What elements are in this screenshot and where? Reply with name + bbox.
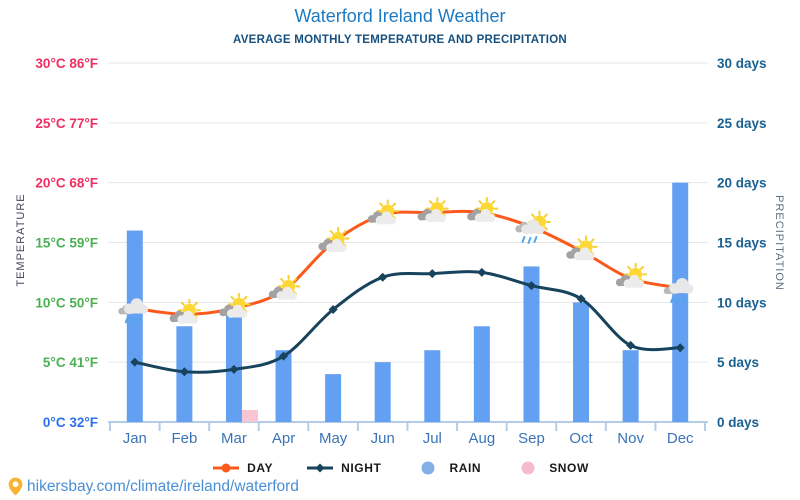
temp-tick-label-10: 10°C 50°F	[35, 295, 98, 310]
sun-behind-cloud-icon-feb	[169, 298, 201, 324]
month-label-may: May	[319, 430, 348, 447]
month-label-jun: Jun	[371, 430, 395, 447]
snow-marker-icon	[521, 461, 535, 475]
month-label-apr: Apr	[272, 430, 295, 447]
sun-behind-cloud-icon-oct	[566, 235, 598, 261]
location-pin-icon	[8, 477, 23, 496]
night-point-apr	[279, 351, 289, 361]
chart-legend: DAY NIGHT RAIN SNOW	[0, 461, 800, 475]
night-point-sep	[526, 281, 536, 291]
night-point-dec	[675, 343, 685, 353]
month-label-nov: Nov	[617, 430, 644, 447]
legend-label-snow: SNOW	[549, 461, 589, 475]
precip-tick-label-30: 30 days	[717, 56, 767, 71]
month-label-mar: Mar	[221, 430, 247, 447]
rain-bar-jun	[374, 362, 391, 422]
rain-bar-jul	[424, 350, 441, 422]
rain-bar-nov	[622, 350, 639, 422]
day-temperature-line	[133, 209, 682, 316]
rain-marker-icon	[421, 461, 435, 475]
night-point-nov	[626, 340, 636, 350]
temp-tick-label-5: 5°C 41°F	[43, 355, 98, 370]
precip-tick-label-15: 15 days	[717, 236, 767, 251]
legend-label-night: NIGHT	[341, 461, 382, 475]
legend-item-day: DAY	[211, 461, 273, 475]
night-temperature-line	[133, 270, 682, 374]
precip-tick-label-0: 0 days	[717, 415, 759, 430]
month-label-jul: Jul	[423, 430, 442, 447]
temp-tick-label-0: 0°C 32°F	[43, 415, 98, 430]
legend-item-night: NIGHT	[305, 461, 381, 475]
night-point-feb	[179, 367, 189, 377]
sun-behind-cloud-icon-mar	[219, 292, 251, 318]
temp-tick-label-20: 20°C 68°F	[35, 176, 98, 191]
sun-behind-cloud-icon-jun	[367, 199, 400, 225]
sun-behind-cloud-icon-nov	[615, 262, 648, 288]
footer: hikersbay.com/climate/ireland/waterford	[8, 477, 299, 496]
month-label-sep: Sep	[518, 430, 545, 447]
night-point-jul	[427, 269, 437, 279]
night-point-aug	[477, 267, 487, 277]
rain-bar-jan	[126, 230, 143, 422]
temp-tick-label-30: 30°C 86°F	[35, 56, 98, 71]
night-point-jan	[130, 357, 140, 367]
night-point-mar	[229, 364, 239, 374]
chart-title: Waterford Ireland Weather	[294, 6, 506, 26]
footer-url-link[interactable]: hikersbay.com/climate/ireland/waterford	[27, 477, 299, 495]
month-label-dec: Dec	[667, 430, 694, 447]
rain-cloud-icon-jan	[118, 298, 149, 325]
legend-item-rain: RAIN	[413, 461, 481, 475]
month-label-aug: Aug	[469, 430, 496, 447]
sun-behind-cloud-icon-jul	[417, 197, 449, 223]
legend-label-day: DAY	[247, 461, 274, 475]
precip-tick-label-25: 25 days	[717, 116, 767, 131]
month-label-oct: Oct	[569, 430, 593, 447]
chart-subtitle: AVERAGE MONTHLY TEMPERATURE AND PRECIPIT…	[233, 34, 567, 46]
night-point-may	[328, 305, 338, 315]
sun-behind-cloud-icon-aug	[467, 197, 499, 223]
rain-bar-dec	[672, 182, 689, 422]
rain-bar-apr	[275, 350, 292, 422]
month-label-jan: Jan	[123, 430, 147, 447]
month-label-feb: Feb	[171, 430, 197, 447]
snow-bar-mar	[241, 410, 258, 422]
day-marker-icon	[213, 463, 240, 473]
rain-bar-aug	[473, 326, 490, 422]
night-point-oct	[576, 294, 586, 304]
rain-bar-may	[325, 374, 342, 422]
legend-label-rain: RAIN	[449, 461, 482, 475]
rain-with-sun-icon-sep	[515, 210, 551, 244]
legend-item-snow: SNOW	[513, 461, 589, 475]
sun-behind-cloud-icon-may	[318, 227, 350, 253]
night-marker-icon	[307, 463, 334, 473]
temp-tick-label-25: 25°C 77°F	[35, 116, 98, 131]
precip-tick-label-20: 20 days	[717, 176, 767, 191]
sun-behind-cloud-icon-apr	[268, 274, 301, 300]
night-point-jun	[378, 272, 388, 282]
rain-bar-sep	[523, 266, 540, 422]
precip-tick-label-10: 10 days	[717, 295, 767, 310]
rain-bar-oct	[573, 302, 590, 422]
precip-tick-label-5: 5 days	[717, 355, 759, 370]
rain-cloud-icon-dec	[663, 277, 694, 304]
temp-tick-label-15: 15°C 59°F	[35, 236, 98, 251]
